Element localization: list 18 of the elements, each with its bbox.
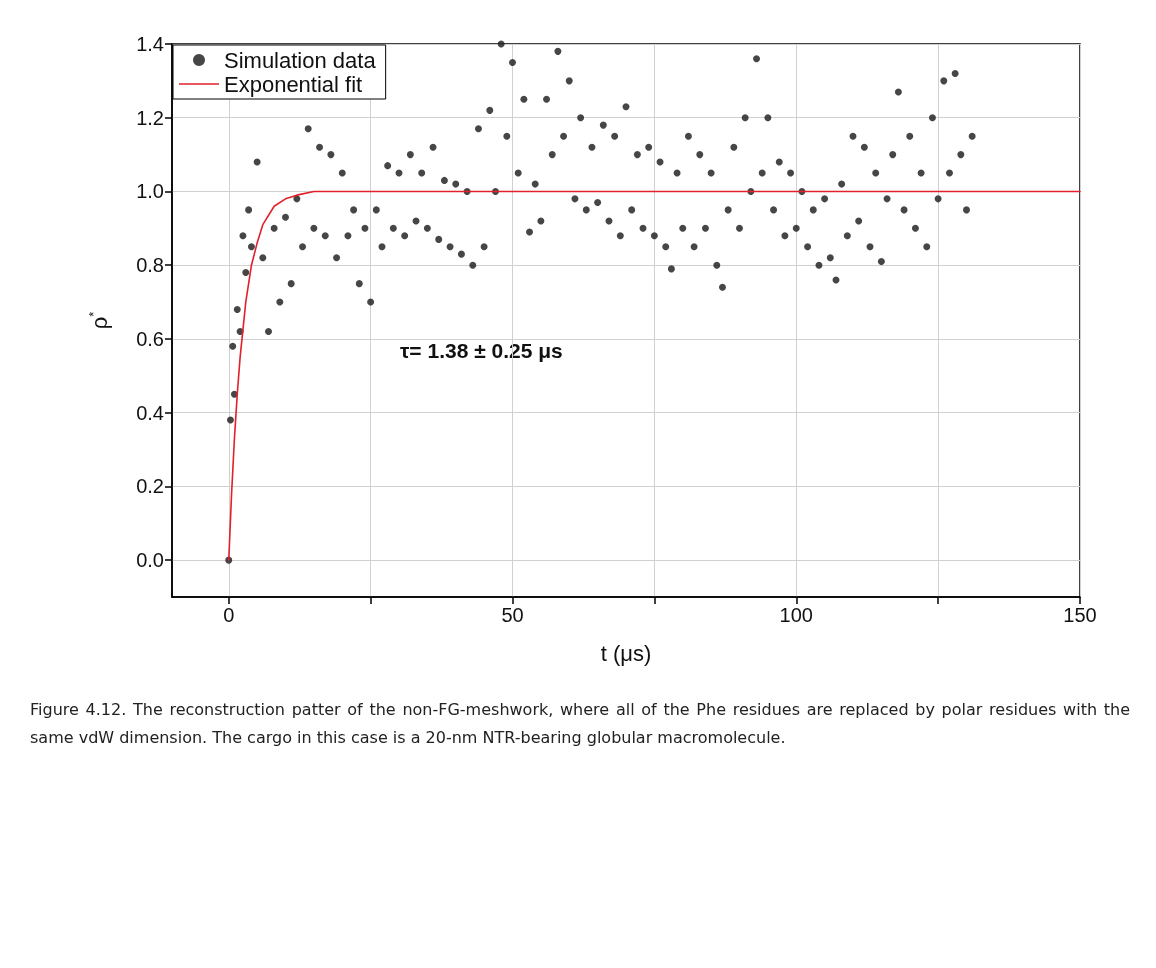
x-tick-label: 100: [779, 604, 813, 626]
legend-label: Simulation data: [224, 47, 377, 73]
x-tick-label: 150: [1063, 604, 1097, 626]
y-tick-label: 0.6: [136, 327, 164, 350]
y-axis-title: ρ*: [86, 311, 112, 330]
x-axis-title: t (μs): [600, 640, 652, 666]
x-tick-label: 50: [501, 604, 524, 626]
y-tick-label: 0.0: [136, 549, 164, 572]
y-tick-label: 0.2: [136, 475, 164, 498]
y-tick-label: 0.4: [136, 401, 164, 424]
annotation: τ= 1.38 ± 0.25 μs: [400, 339, 563, 362]
y-tick-label: 0.8: [136, 254, 164, 277]
y-tick-label: 1.2: [136, 106, 164, 129]
y-tick-label: 1.0: [136, 180, 164, 203]
legend-label: Exponential fit: [224, 71, 363, 97]
caption: Figure 4.12. The reconstruction patter of the non-FG-meshwork, where all of the Phe residues are replaced by polar residues with the same vdW dimension. The cargo in this case is a 20-nm NTR-bearing globular macromolecule.: [30, 699, 1130, 749]
x-tick-label: 0: [223, 604, 235, 626]
y-tick-label: 1.4: [136, 33, 164, 55]
